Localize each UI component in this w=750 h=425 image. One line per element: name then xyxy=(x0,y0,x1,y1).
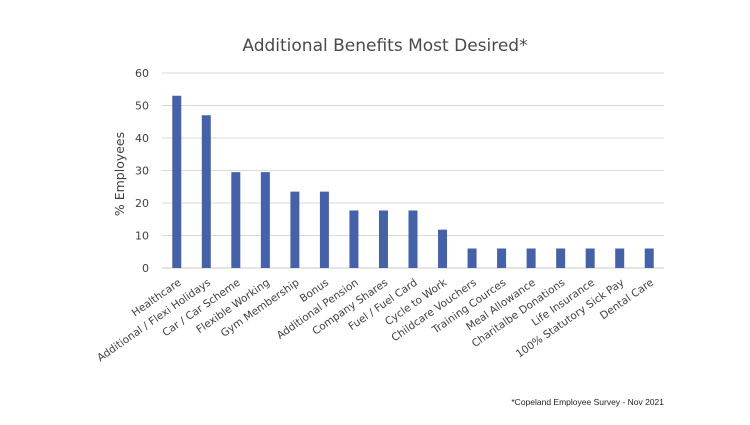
bar xyxy=(319,191,329,268)
gridlines xyxy=(162,72,664,269)
bar xyxy=(526,248,536,268)
bar xyxy=(467,248,477,268)
y-tick-label: 20 xyxy=(135,197,149,210)
bar xyxy=(260,172,270,268)
y-tick-label: 0 xyxy=(142,262,149,275)
y-axis-label: % Employees xyxy=(112,132,127,216)
bar xyxy=(585,248,595,268)
y-tick-label: 50 xyxy=(135,100,149,113)
bar xyxy=(644,248,654,268)
y-tick-label: 10 xyxy=(135,230,149,243)
bar xyxy=(556,248,566,268)
bar xyxy=(615,248,625,268)
bar xyxy=(497,248,507,268)
bar xyxy=(290,191,300,268)
bar xyxy=(201,115,211,268)
bar xyxy=(349,210,359,268)
bar xyxy=(172,95,182,268)
footnote: *Copeland Employee Survey - Nov 2021 xyxy=(511,397,664,407)
chart-title: Additional Benefits Most Desired* xyxy=(242,36,527,56)
bars xyxy=(172,95,654,268)
x-tick-label: Additional / Flexi Holidays xyxy=(95,277,213,365)
bar xyxy=(438,229,448,268)
y-tick-label: 60 xyxy=(135,67,149,80)
y-axis-ticks: 0 10 20 30 40 50 60 xyxy=(135,67,149,275)
y-tick-label: 30 xyxy=(135,165,149,178)
bar xyxy=(231,172,241,268)
bar xyxy=(378,210,388,268)
bar xyxy=(408,210,418,268)
y-tick-label: 40 xyxy=(135,132,149,145)
